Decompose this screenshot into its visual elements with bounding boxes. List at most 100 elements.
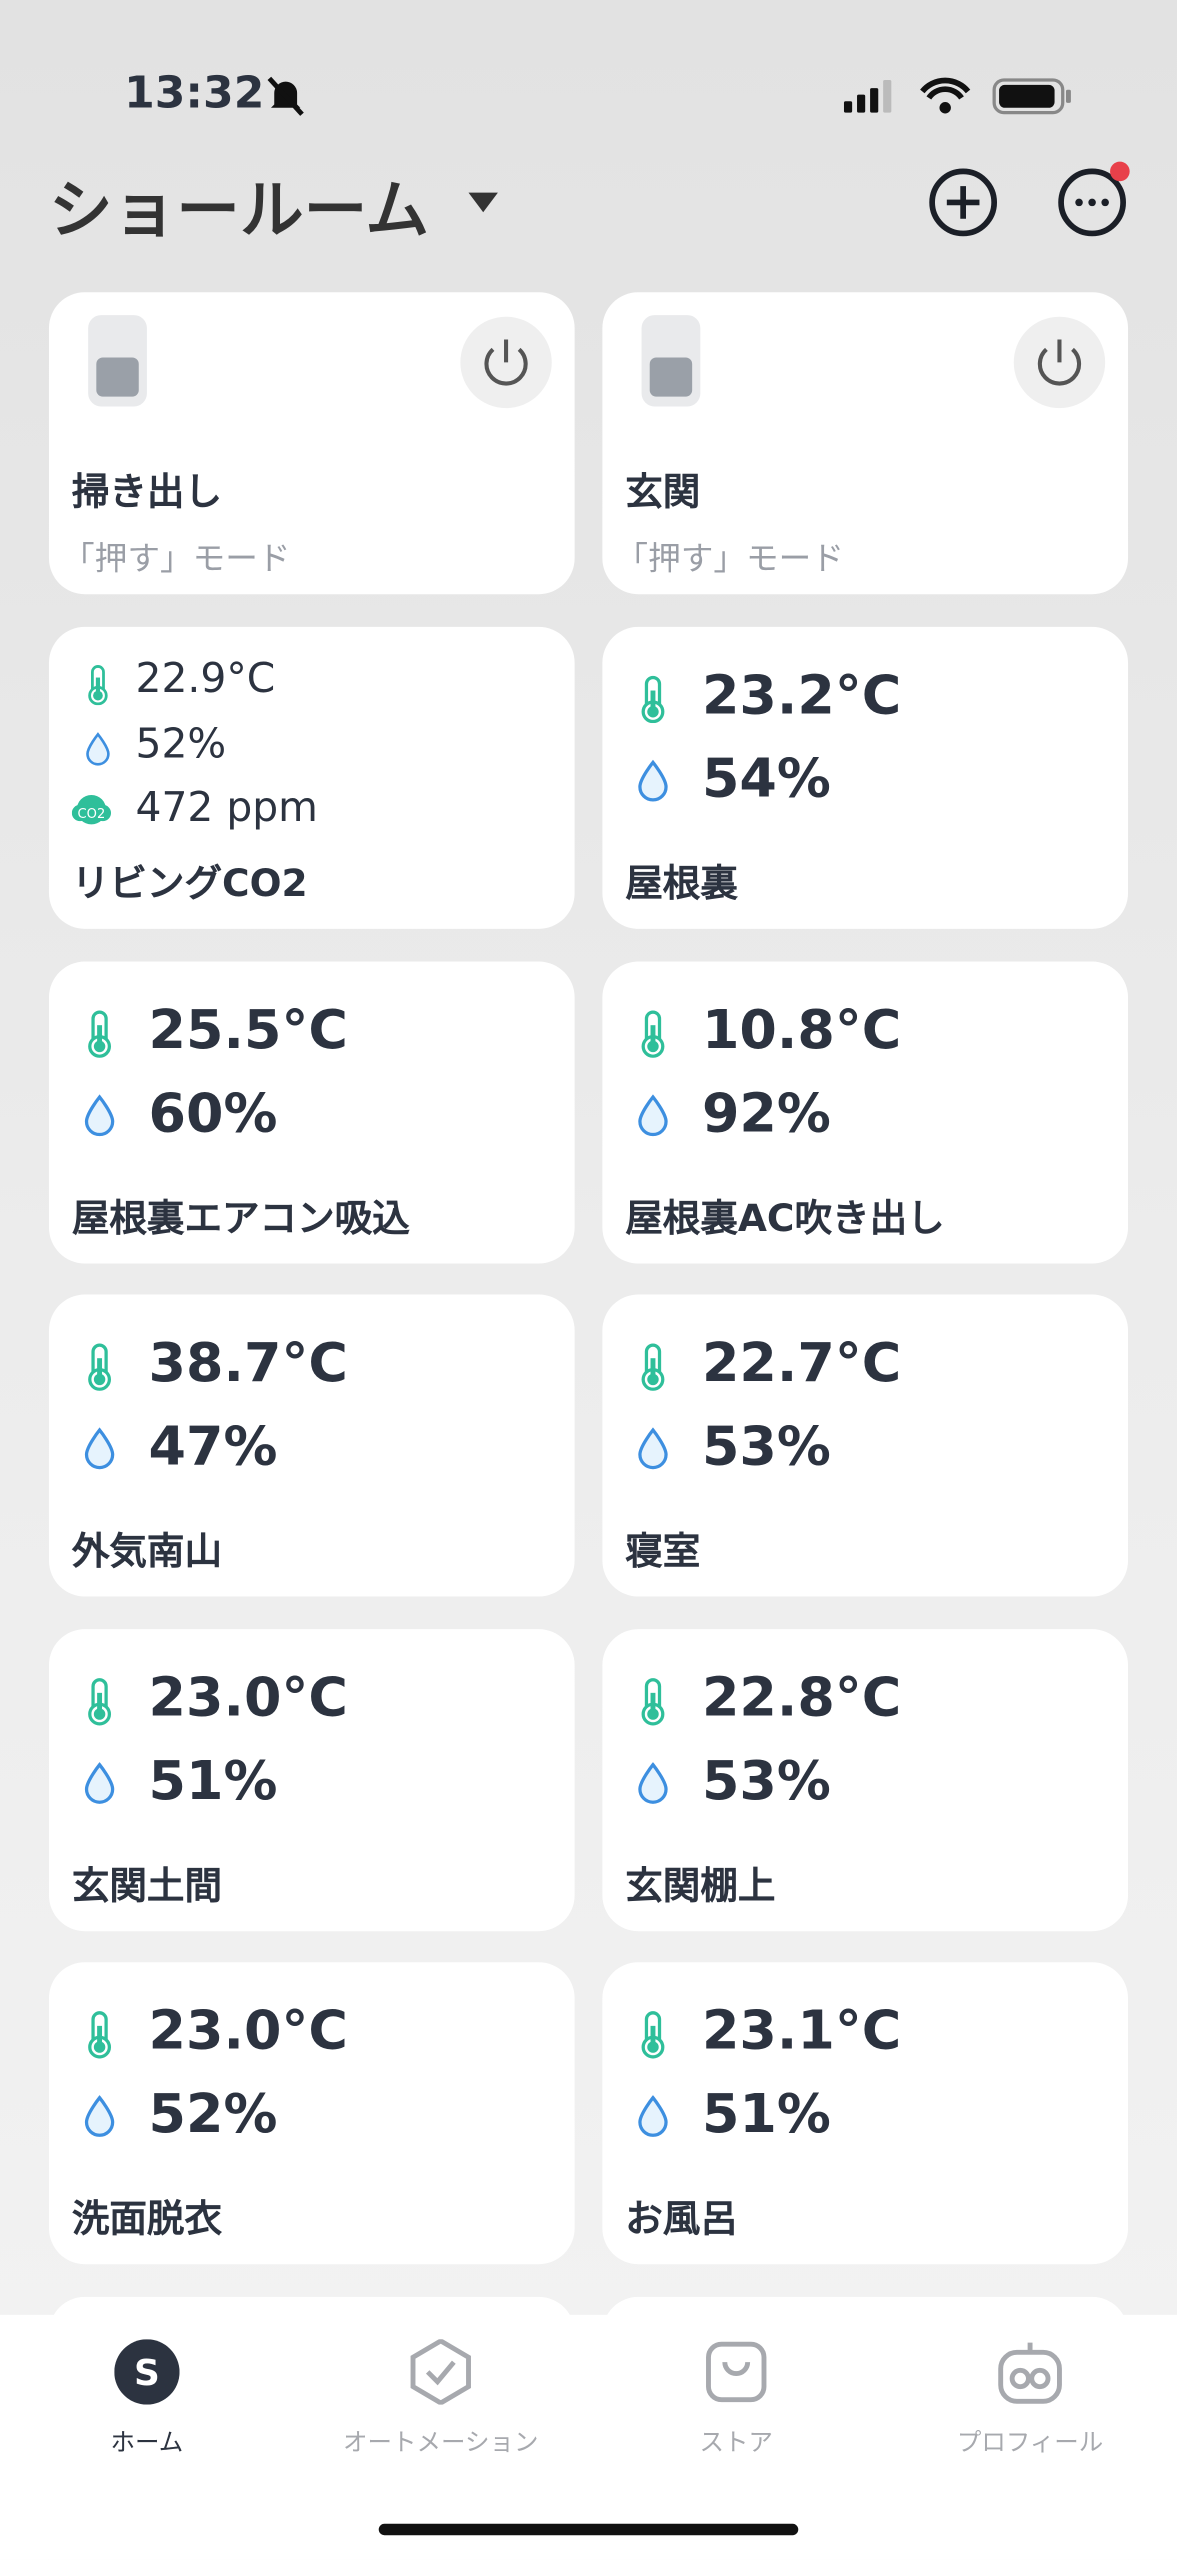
humidity-icon bbox=[83, 2095, 116, 2147]
thermometer-icon bbox=[637, 1342, 670, 1398]
tab-icon bbox=[997, 2339, 1062, 2411]
more-button[interactable] bbox=[1055, 153, 1137, 241]
sensor-card[interactable]: 38.7°C 47% 外気南山 bbox=[48, 1294, 575, 1597]
humidity: 52% bbox=[135, 719, 227, 768]
sensor-card[interactable]: 22.9°C 52% CO2 472 ppm リビングCO2 bbox=[48, 626, 575, 929]
humidity: 51% bbox=[148, 1748, 278, 1812]
tab-icon bbox=[408, 2338, 473, 2411]
thermometer-icon-svg bbox=[641, 1009, 665, 1058]
humidity: 92% bbox=[701, 1080, 831, 1144]
humidity-icon bbox=[83, 1761, 116, 1813]
power-button-svg bbox=[460, 316, 552, 409]
tab[interactable]: プロフィール bbox=[883, 2334, 1177, 2530]
tab-icon-svg bbox=[998, 2342, 1062, 2404]
humidity-icon-svg bbox=[638, 759, 668, 802]
device-mode: 「押す」モード bbox=[615, 538, 844, 578]
temperature: 23.0°C bbox=[148, 1998, 348, 2063]
tab-icon-svg: S bbox=[114, 2339, 180, 2405]
humidity-icon-svg bbox=[638, 1761, 668, 1804]
thermometer-icon-svg bbox=[641, 675, 665, 724]
svg-text:S: S bbox=[134, 2353, 160, 2394]
sensor-card[interactable]: 22.8°C 53% 玄関棚上 bbox=[602, 1628, 1129, 1931]
power-button[interactable] bbox=[1012, 315, 1110, 419]
thermometer-icon bbox=[83, 1342, 116, 1398]
humidity: 47% bbox=[148, 1414, 278, 1478]
tab-icon-svg bbox=[410, 2338, 471, 2406]
tab-label: プロフィール bbox=[956, 2427, 1104, 2457]
thermometer-icon-svg bbox=[641, 1677, 665, 1726]
humidity: 53% bbox=[701, 1414, 831, 1478]
tab-label: ストア bbox=[699, 2427, 773, 2457]
humidity-icon bbox=[83, 1427, 116, 1479]
co2-icon: CO2 bbox=[71, 790, 114, 836]
switch-icon-svg bbox=[641, 315, 701, 407]
device-name: 外気南山 bbox=[71, 1531, 223, 1574]
add-button[interactable] bbox=[927, 167, 1002, 242]
humidity-icon-svg bbox=[84, 1427, 115, 1470]
device-name: 玄関棚上 bbox=[625, 1865, 776, 1909]
thermometer-icon bbox=[637, 1676, 670, 1732]
tab-icon: S bbox=[114, 2339, 180, 2411]
thermometer-icon-svg bbox=[88, 1009, 112, 1058]
sensor-card[interactable]: 23.1°C 51% お風呂 bbox=[602, 1962, 1129, 2265]
device-name: 屋根裏AC吹き出し bbox=[625, 1197, 945, 1240]
temperature: 25.5°C bbox=[148, 996, 348, 1061]
humidity-icon-svg bbox=[638, 1093, 668, 1136]
tab-icon bbox=[704, 2339, 769, 2411]
humidity-icon-svg bbox=[86, 732, 110, 766]
status-time: 13:32 bbox=[124, 68, 265, 120]
dropdown-arrow[interactable] bbox=[465, 189, 501, 215]
humidity: 54% bbox=[701, 746, 831, 810]
switch-icon bbox=[87, 313, 152, 417]
device-name: 屋根裏 bbox=[625, 863, 738, 907]
tab-icon-svg bbox=[706, 2341, 767, 2403]
switch-icon bbox=[640, 313, 705, 417]
thermometer-icon bbox=[637, 1008, 670, 1064]
temperature: 22.8°C bbox=[701, 1664, 902, 1729]
switch-card[interactable]: 玄関「押す」モード bbox=[602, 292, 1129, 595]
thermometer-icon bbox=[637, 674, 670, 730]
sensor-card[interactable]: 10.8°C 92% 屋根裏AC吹き出し bbox=[602, 960, 1129, 1263]
humidity-icon bbox=[637, 2095, 670, 2147]
humidity-icon-svg bbox=[638, 2095, 668, 2138]
humidity-icon-svg bbox=[84, 1761, 115, 1804]
tab-label: ホーム bbox=[110, 2427, 184, 2457]
humidity-icon bbox=[637, 759, 670, 811]
tab-bar bbox=[0, 2314, 1177, 2560]
sensor-card[interactable]: 22.7°C 53% 寝室 bbox=[602, 1294, 1129, 1597]
temperature: 23.2°C bbox=[701, 662, 902, 727]
tab-label: オートメーション bbox=[343, 2427, 539, 2457]
switch-card[interactable]: 掃き出し 「押す」モード bbox=[48, 292, 575, 595]
tab[interactable]: オートメーション bbox=[294, 2334, 588, 2530]
co2: 472 ppm bbox=[135, 783, 318, 831]
device-name: 玄関 bbox=[625, 471, 701, 515]
sensor-card[interactable]: 23.0°C 52% 洗面脱衣 bbox=[48, 1962, 575, 2265]
humidity-icon bbox=[637, 1093, 670, 1145]
thermometer-icon-svg bbox=[641, 2011, 665, 2060]
tab[interactable]: S ホーム bbox=[0, 2334, 294, 2530]
thermometer-icon bbox=[83, 2010, 116, 2066]
humidity-icon bbox=[637, 1761, 670, 1813]
thermometer-icon-svg bbox=[88, 2011, 112, 2060]
svg-text:CO2: CO2 bbox=[78, 807, 106, 822]
humidity-icon bbox=[637, 1427, 670, 1479]
thermometer-icon-svg bbox=[641, 1343, 665, 1392]
sensor-card[interactable]: 23.0°C 51% 玄関土間 bbox=[48, 1628, 575, 1931]
power-button[interactable] bbox=[459, 315, 557, 419]
thermometer-icon-svg bbox=[88, 1343, 112, 1392]
home-title[interactable]: ショールーム bbox=[48, 174, 430, 249]
humidity: 52% bbox=[148, 2082, 278, 2146]
sensor-card[interactable]: 23.2°C 54% 屋根裏 bbox=[602, 626, 1129, 929]
device-name: 屋根裏エアコン吸込 bbox=[71, 1197, 410, 1240]
sensor-card[interactable]: 25.5°C 60% 屋根裏エアコン吸込 bbox=[48, 960, 575, 1263]
temperature: 22.7°C bbox=[701, 1330, 902, 1395]
device-name: 洗面脱衣 bbox=[71, 2199, 223, 2242]
thermometer-icon-svg bbox=[88, 1677, 112, 1726]
humidity: 60% bbox=[148, 1080, 278, 1144]
device-name: 寝室 bbox=[625, 1531, 701, 1574]
tab[interactable]: ストア bbox=[589, 2334, 883, 2530]
co2-icon-svg: CO2 bbox=[71, 795, 112, 825]
temperature: 23.1°C bbox=[701, 1998, 902, 2063]
